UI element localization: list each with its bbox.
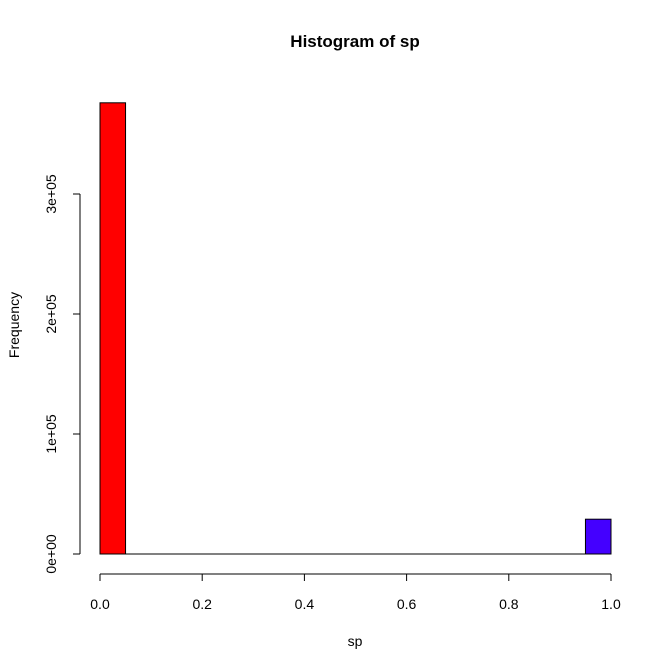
histogram-bar-1 <box>584 518 612 555</box>
x-axis: 0.0 0.2 0.4 0.6 0.8 1.0 <box>90 573 621 612</box>
x-tick-label: 0.4 <box>295 596 315 612</box>
x-tick-label: 1.0 <box>601 596 621 612</box>
chart-title: Histogram of sp <box>290 32 419 51</box>
y-axis: 0e+00 1e+05 2e+05 3e+05 <box>43 174 81 574</box>
bars-group <box>99 102 612 555</box>
x-tick-label: 0.2 <box>192 596 212 612</box>
x-tick-label: 0.0 <box>90 596 110 612</box>
histogram-bar-0 <box>99 102 127 555</box>
y-tick-label: 2e+05 <box>43 294 59 334</box>
y-tick-label: 3e+05 <box>43 174 59 214</box>
y-tick-label: 0e+00 <box>43 534 59 574</box>
x-tick-label: 0.8 <box>499 596 519 612</box>
x-axis-label: sp <box>348 633 363 649</box>
y-axis-label: Frequency <box>6 292 22 358</box>
y-tick-label: 1e+05 <box>43 414 59 454</box>
x-tick-label: 0.6 <box>397 596 417 612</box>
